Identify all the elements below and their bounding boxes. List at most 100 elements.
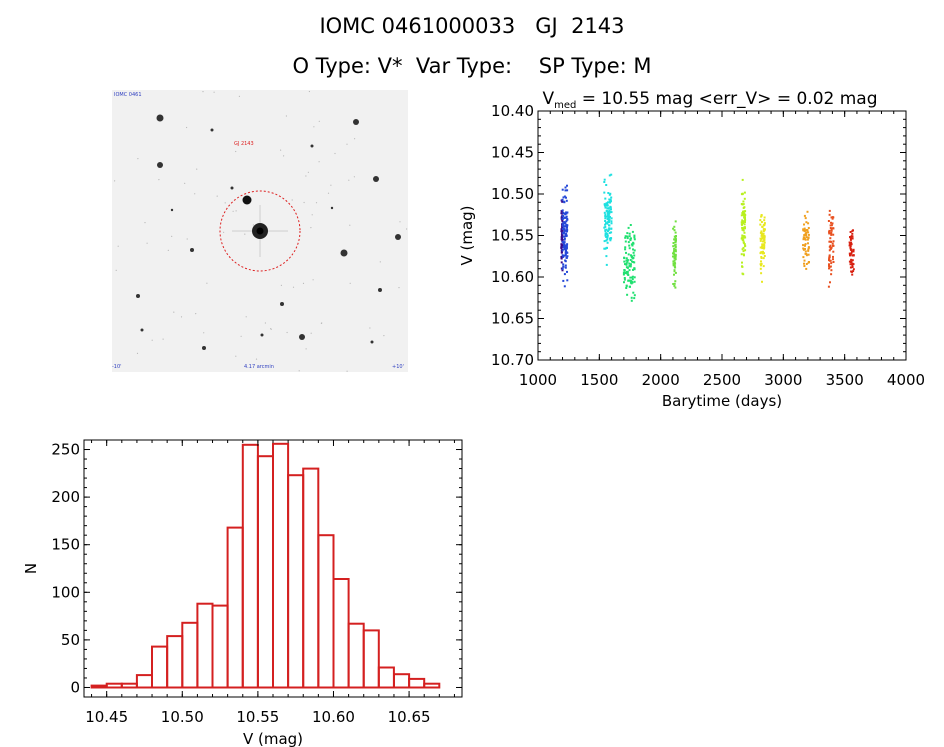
data-point-season-4 (624, 263, 626, 266)
data-point-season-2 (565, 245, 568, 248)
histogram-bar (105, 682, 123, 689)
data-point-season-4 (623, 278, 626, 281)
data-point-season-10 (851, 237, 854, 240)
data-point-season-4 (628, 247, 631, 250)
histogram-bar (408, 677, 426, 689)
data-point-season-5 (673, 265, 676, 267)
data-point-season-1 (560, 257, 563, 260)
histogram-bar (90, 684, 108, 689)
data-point-season-6 (742, 207, 745, 209)
data-point-season-4 (630, 282, 633, 285)
data-point-season-1 (560, 246, 563, 249)
faint-star (173, 311, 175, 313)
data-point-season-1 (560, 216, 563, 219)
data-point-season-3 (604, 206, 607, 209)
data-point-season-9 (830, 216, 833, 219)
star (202, 346, 206, 350)
data-point-season-9 (829, 247, 832, 250)
data-point-season-8 (805, 267, 808, 270)
data-point-season-4 (627, 241, 630, 244)
data-point-season-8 (806, 238, 809, 241)
data-point-season-9 (828, 254, 831, 257)
data-point-season-3 (608, 210, 611, 213)
data-point-season-7 (760, 221, 763, 223)
histogram-bar (347, 622, 365, 689)
data-point-season-8 (804, 248, 806, 250)
data-point-season-3 (610, 222, 613, 225)
data-point-season-8 (807, 242, 809, 245)
data-point-season-7 (762, 250, 764, 253)
data-point-season-2 (565, 223, 568, 226)
data-point-season-1 (560, 210, 563, 213)
data-point-season-9 (828, 209, 831, 212)
data-point-season-3 (607, 207, 610, 210)
data-point-season-4 (626, 271, 629, 274)
data-point-season-4 (623, 277, 626, 279)
data-point-season-4 (627, 273, 629, 276)
data-point-season-3 (608, 218, 611, 221)
data-point-season-6 (741, 227, 744, 230)
data-point-season-3 (608, 212, 611, 215)
data-point-season-6 (741, 193, 744, 196)
data-point-season-4 (622, 271, 625, 274)
data-point-season-6 (741, 248, 744, 251)
faint-star (115, 269, 117, 271)
faint-star (117, 245, 119, 247)
data-point-season-2 (566, 270, 568, 273)
faint-star (353, 176, 355, 178)
data-point-season-8 (802, 256, 805, 259)
data-point-season-3 (605, 222, 607, 225)
data-point-season-6 (744, 245, 747, 248)
data-point-season-6 (741, 212, 744, 215)
y-tick-label: 50 (61, 631, 80, 649)
data-point-season-2 (562, 242, 565, 245)
faint-star (399, 221, 401, 223)
data-point-season-10 (849, 246, 852, 249)
data-point-season-4 (632, 251, 635, 254)
data-point-season-7 (763, 224, 765, 226)
data-point-season-8 (803, 214, 806, 217)
data-point-season-2 (566, 251, 569, 254)
data-point-season-4 (629, 276, 632, 279)
data-point-season-4 (625, 259, 628, 262)
data-point-season-8 (802, 247, 805, 250)
faint-star (235, 150, 237, 153)
data-point-season-8 (805, 254, 808, 257)
y-tick-label: 10.55 (491, 227, 534, 245)
data-point-season-10 (849, 253, 852, 256)
faint-star (313, 126, 315, 128)
data-point-season-6 (741, 261, 743, 264)
data-point-season-7 (760, 251, 763, 254)
faint-star (305, 348, 307, 350)
data-point-season-3 (608, 220, 611, 223)
data-point-season-3 (609, 198, 612, 201)
faint-star (235, 210, 237, 212)
data-point-season-8 (806, 210, 809, 213)
data-point-season-10 (850, 243, 853, 246)
data-point-season-9 (831, 242, 834, 245)
data-point-season-9 (832, 216, 835, 219)
data-point-season-1 (561, 269, 564, 272)
data-point-season-2 (562, 255, 565, 258)
faint-star (144, 222, 146, 224)
data-point-season-8 (803, 265, 806, 267)
data-point-season-3 (606, 218, 609, 220)
data-point-season-4 (623, 260, 626, 263)
data-point-season-4 (630, 243, 633, 246)
histogram-bar (362, 629, 380, 689)
data-point-season-4 (623, 281, 625, 284)
data-point-season-2 (563, 201, 566, 204)
data-point-season-3 (603, 181, 606, 183)
data-point-season-5 (674, 255, 677, 258)
y-tick-label: 250 (51, 441, 80, 459)
data-point-season-5 (673, 229, 676, 232)
data-point-season-1 (561, 230, 564, 233)
data-point-season-2 (565, 234, 568, 237)
data-point-season-4 (633, 267, 636, 270)
data-point-season-10 (849, 263, 852, 266)
data-point-season-2 (562, 212, 565, 214)
data-point-season-9 (828, 231, 831, 233)
data-point-season-3 (603, 191, 606, 194)
data-point-season-4 (625, 266, 628, 269)
